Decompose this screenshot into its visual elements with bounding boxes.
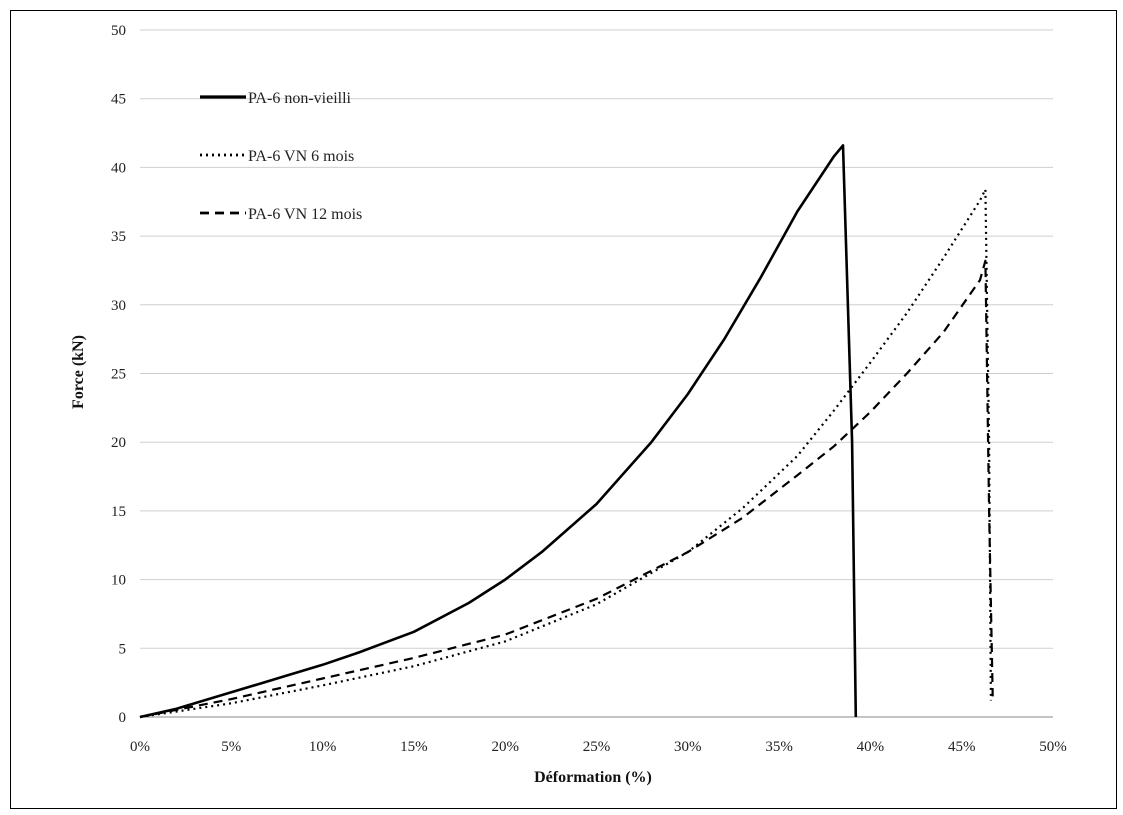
series-line-3 <box>139 259 994 719</box>
y-tick-label: 50 <box>111 23 126 39</box>
y-tick-label: 20 <box>111 435 126 451</box>
series-group <box>139 144 994 719</box>
x-tick-label: 45% <box>948 739 976 755</box>
x-tick-labels: 0% 5% 10% 15% 20% 25% 30% 35% 40% 45% 50% <box>130 739 1067 755</box>
legend-label: PA-6 non-vieilli <box>248 90 352 107</box>
y-tick-label: 25 <box>111 367 126 383</box>
x-tick-label: 30% <box>674 739 702 755</box>
y-tick-labels: 0 5 10 15 20 25 30 35 40 45 50 <box>111 23 126 726</box>
chart-frame <box>10 10 1117 809</box>
y-tick-label: 35 <box>111 229 126 245</box>
x-tick-label: 5% <box>221 739 241 755</box>
y-tick-label: 0 <box>119 710 127 726</box>
y-tick-label: 5 <box>119 641 127 657</box>
x-tick-label: 20% <box>491 739 519 755</box>
grid-lines <box>140 29 1053 718</box>
y-axis-title: Force (kN) <box>70 335 87 409</box>
series-line-1 <box>139 144 858 719</box>
x-tick-label: 40% <box>857 739 885 755</box>
x-tick-label: 10% <box>309 739 337 755</box>
legend: PA-6 non-vieilli PA-6 VN 6 mois PA-6 VN 12… <box>200 90 362 223</box>
x-tick-label: 35% <box>765 739 793 755</box>
x-axis-title: Déformation (%) <box>534 769 652 786</box>
legend-label: PA-6 VN 6 mois <box>248 148 354 165</box>
y-tick-label: 40 <box>111 160 126 176</box>
legend-label: PA-6 VN 12 mois <box>248 206 362 223</box>
x-tick-label: 15% <box>400 739 428 755</box>
y-tick-label: 30 <box>111 298 126 314</box>
x-tick-label: 50% <box>1039 739 1067 755</box>
series-line-2 <box>139 188 992 719</box>
x-tick-label: 0% <box>130 739 150 755</box>
y-tick-label: 15 <box>111 504 126 520</box>
y-tick-label: 45 <box>111 92 126 108</box>
x-tick-label: 25% <box>583 739 611 755</box>
y-tick-label: 10 <box>111 573 126 589</box>
